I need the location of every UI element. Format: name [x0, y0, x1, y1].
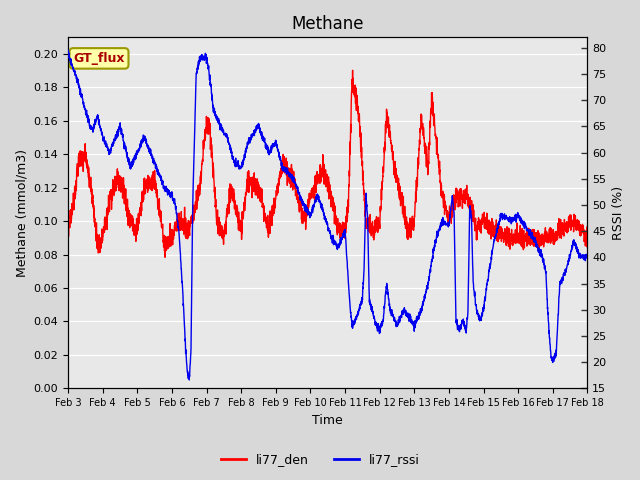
- Y-axis label: RSSI (%): RSSI (%): [612, 186, 625, 240]
- Text: GT_flux: GT_flux: [73, 52, 125, 65]
- Legend: li77_den, li77_rssi: li77_den, li77_rssi: [216, 448, 424, 471]
- Y-axis label: Methane (mmol/m3): Methane (mmol/m3): [15, 149, 28, 277]
- Title: Methane: Methane: [291, 15, 364, 33]
- X-axis label: Time: Time: [312, 414, 343, 427]
